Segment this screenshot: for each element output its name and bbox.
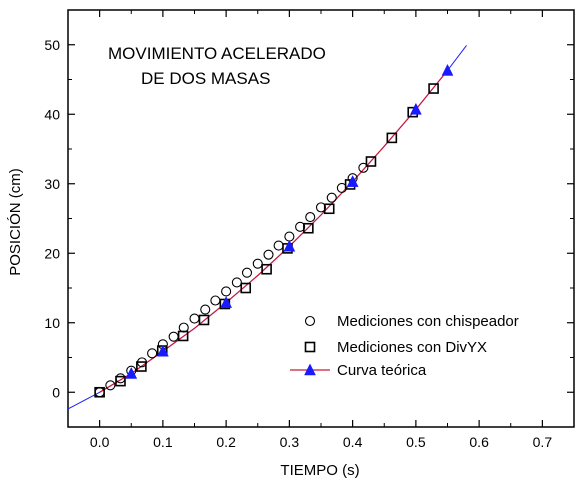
x-tick-label: 0.3 <box>280 434 300 450</box>
legend-marker <box>304 341 316 353</box>
data-point-triangle-filled <box>220 296 233 308</box>
x-tick-label: 0.4 <box>343 434 363 450</box>
x-axis-label: TIEMPO (s) <box>280 462 359 479</box>
data-point-circle-open <box>105 380 116 391</box>
legend: Mediciones con chispeador Mediciones con … <box>290 313 519 379</box>
data-point-square-open <box>198 314 210 326</box>
chart-title-line-1: MOVIMIENTO ACELERADO <box>108 44 326 63</box>
y-tick-label: 10 <box>44 315 60 331</box>
x-tick-label: 0.5 <box>406 434 426 450</box>
data-point-square-open <box>386 132 398 144</box>
data-point-square-open <box>240 282 252 294</box>
data-point-square-open <box>323 203 335 215</box>
data-point-circle-open <box>284 231 295 242</box>
legend-marker <box>304 315 316 327</box>
data-point-triangle-filled <box>283 239 296 252</box>
axis-ticks: 0.0 0.1 0.2 0.3 0.4 0.5 0.6 0.7 0 10 20 30 40 50 <box>44 9 575 450</box>
data-point-circle-open <box>200 304 211 315</box>
data-point-circle-open <box>210 295 221 306</box>
x-tick-label: 0.6 <box>469 434 489 450</box>
y-axis-label: POSICIÓN (cm) <box>7 168 24 276</box>
chart-points <box>94 63 454 398</box>
data-point-circle-open <box>241 267 253 278</box>
data-point-circle-open <box>358 162 369 173</box>
x-tick-label: 0.1 <box>153 434 173 450</box>
y-tick-label: 0 <box>52 384 60 400</box>
y-tick-label: 40 <box>44 106 60 122</box>
data-point-square-open <box>177 330 189 342</box>
data-point-square-open <box>115 375 126 387</box>
y-tick-label: 50 <box>44 37 60 53</box>
data-point-circle-open <box>263 249 274 260</box>
x-tick-label: 0.0 <box>90 434 110 450</box>
legend-marker <box>304 363 316 376</box>
data-point-square-open <box>428 83 439 94</box>
data-point-circle-open <box>326 192 337 203</box>
data-point-triangle-filled <box>346 175 359 187</box>
data-point-circle-open <box>189 313 200 324</box>
data-point-circle-open <box>252 258 263 269</box>
chart-title-line-2: DE DOS MASAS <box>141 69 270 88</box>
data-point-circle-open <box>273 240 284 251</box>
y-tick-label: 20 <box>44 245 60 261</box>
data-point-triangle-filled <box>441 63 454 76</box>
data-point-circle-open <box>231 277 242 288</box>
data-point-triangle-filled <box>156 344 169 357</box>
data-point-square-open <box>303 222 314 234</box>
data-point-square-open <box>136 361 147 372</box>
data-point-triangle-filled <box>409 102 422 115</box>
y-tick-label: 30 <box>44 176 60 192</box>
legend-label: Mediciones con chispeador <box>337 313 519 330</box>
x-tick-label: 0.7 <box>533 434 553 450</box>
data-point-circle-open <box>305 212 316 223</box>
x-tick-label: 0.2 <box>216 434 236 450</box>
data-point-square-open <box>261 263 272 275</box>
data-point-triangle-filled <box>125 366 138 379</box>
legend-label: Mediciones con DivYX <box>337 339 487 356</box>
legend-label: Curva teórica <box>337 362 427 379</box>
data-point-square-open <box>365 156 377 167</box>
data-point-circle-open <box>147 348 158 359</box>
data-point-square-open <box>94 386 105 398</box>
data-point-circle-open <box>221 286 232 297</box>
data-point-circle-open <box>168 331 179 342</box>
